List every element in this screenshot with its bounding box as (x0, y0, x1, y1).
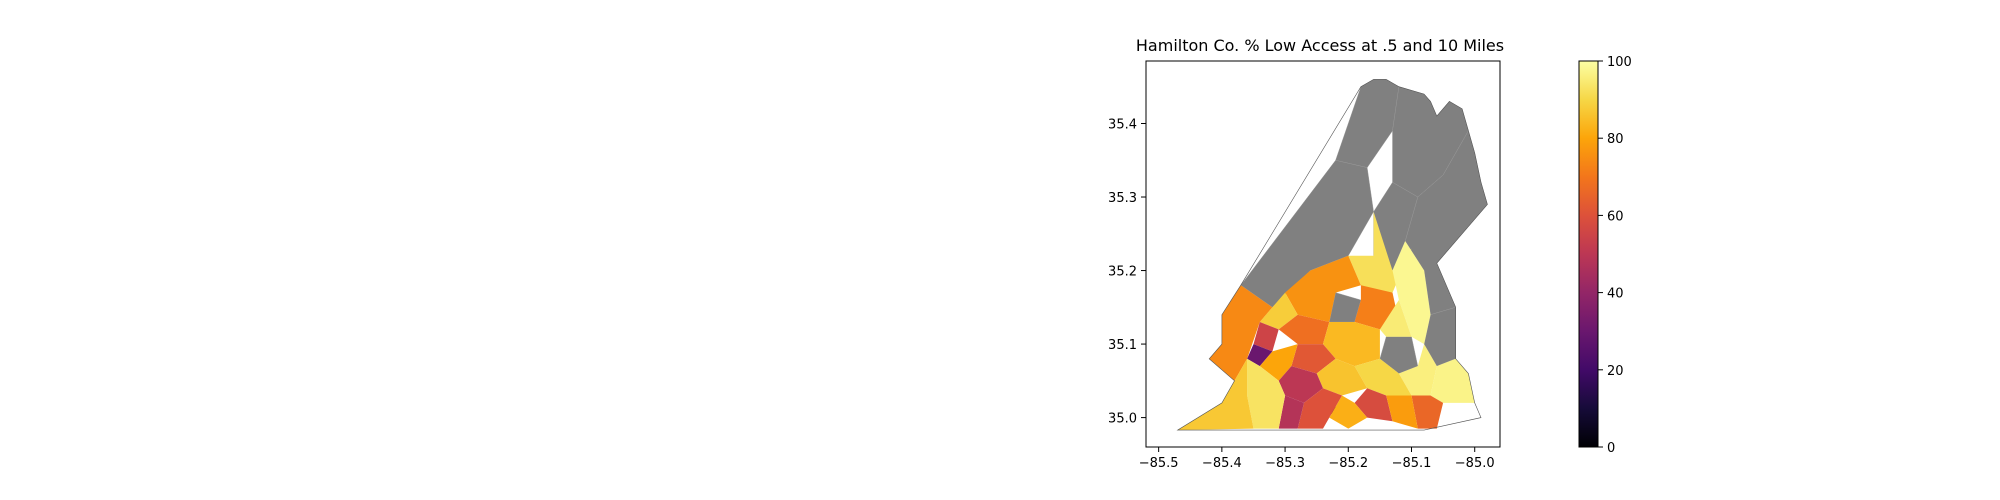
y-axis-tick-label: 35.2 (1108, 265, 1137, 280)
y-axis-ticks: 35.0 35.1 35.2 35.3 35.4 (1108, 117, 1146, 427)
tract-tract-t (1354, 388, 1393, 422)
tract-tract-p (1316, 358, 1368, 396)
y-axis-tick-label: 35.0 (1108, 412, 1137, 427)
tract-north-1 (1335, 79, 1400, 168)
tract-tract-g (1278, 314, 1330, 345)
x-axis-tick-label: −85.3 (1265, 456, 1305, 471)
colorbar-ticks: 0 20 40 60 80 100 (1598, 55, 1632, 456)
tract-tract-n (1398, 344, 1437, 396)
tract-tract-r (1430, 358, 1475, 403)
x-axis-tick-label: −85.0 (1455, 456, 1495, 471)
tract-tract-q (1278, 366, 1323, 403)
y-axis-tick-label: 35.1 (1108, 338, 1137, 353)
y-axis-tick-label: 35.4 (1108, 117, 1137, 132)
tract-tract-h (1253, 322, 1279, 352)
tract-tract-k (1323, 322, 1380, 367)
colorbar-tick-label: 60 (1607, 209, 1624, 224)
county-outline (1176, 79, 1488, 431)
tract-tract-z (1247, 358, 1286, 429)
map-title: Hamilton Co. % Low Access at .5 and 10 M… (1136, 36, 1504, 55)
tract-tract-i (1247, 344, 1273, 367)
map-layer (1176, 79, 1488, 431)
tract-tract-j (1209, 285, 1273, 381)
colorbar-tick-label: 20 (1607, 364, 1624, 379)
tract-tract-sw (1177, 358, 1254, 431)
colorbar-tick-label: 100 (1607, 55, 1632, 70)
x-axis-ticks: −85.5 −85.4 −85.3 −85.2 −85.1 −85.0 (1139, 447, 1495, 471)
x-axis-tick-label: −85.4 (1202, 456, 1242, 471)
tract-tract-y (1278, 395, 1304, 429)
x-axis-tick-label: −85.5 (1139, 456, 1179, 471)
tract-tract-o (1354, 358, 1412, 396)
colorbar-fill (1579, 61, 1598, 447)
x-axis-tick-label: −85.1 (1392, 456, 1432, 471)
colorbar-frame (1578, 60, 1599, 448)
tract-tract-f (1379, 300, 1412, 337)
map-axes-frame (1145, 60, 1501, 448)
colorbar: 0 20 40 60 80 100 (1578, 55, 1632, 456)
y-axis-tick-label: 35.3 (1108, 191, 1137, 206)
tract-tract-c (1285, 255, 1361, 322)
tract-tract-s (1411, 395, 1444, 429)
colorbar-tick-label: 40 (1607, 287, 1624, 302)
x-axis-tick-label: −85.2 (1328, 456, 1368, 471)
colorbar-tick-label: 80 (1607, 132, 1624, 147)
tract-tract-l (1291, 344, 1336, 374)
tract-tract-d (1259, 292, 1298, 330)
tract-tract-w (1329, 395, 1368, 429)
tract-layer (1177, 79, 1488, 431)
colorbar-tick-label: 0 (1607, 441, 1615, 456)
tract-tract-u (1386, 395, 1418, 429)
tract-tract-x (1297, 388, 1342, 429)
tract-tract-b (1392, 241, 1431, 345)
tract-tract-m (1259, 344, 1298, 381)
